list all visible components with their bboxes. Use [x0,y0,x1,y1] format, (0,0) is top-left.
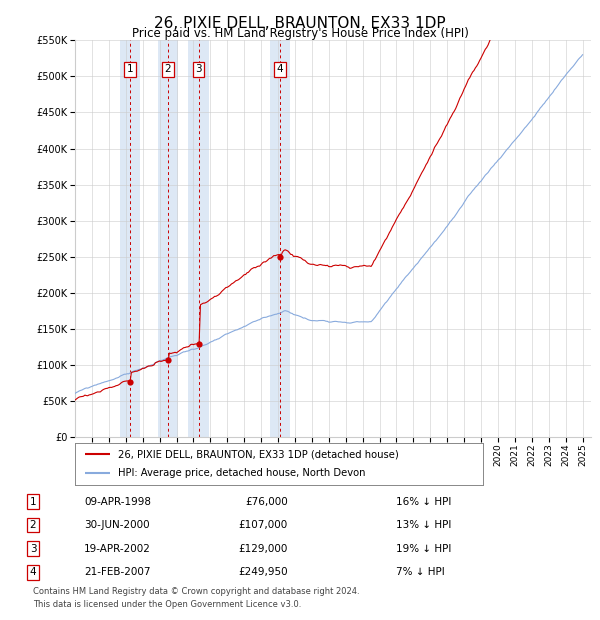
Text: 26, PIXIE DELL, BRAUNTON, EX33 1DP (detached house): 26, PIXIE DELL, BRAUNTON, EX33 1DP (deta… [118,449,398,459]
Text: 1: 1 [127,64,134,74]
Text: 7% ↓ HPI: 7% ↓ HPI [396,567,445,577]
Text: 2: 2 [29,520,37,530]
Text: 16% ↓ HPI: 16% ↓ HPI [396,497,451,507]
Text: 19% ↓ HPI: 19% ↓ HPI [396,544,451,554]
Text: 4: 4 [29,567,37,577]
Text: 13% ↓ HPI: 13% ↓ HPI [396,520,451,530]
Text: HPI: Average price, detached house, North Devon: HPI: Average price, detached house, Nort… [118,469,365,479]
Text: 21-FEB-2007: 21-FEB-2007 [84,567,151,577]
Text: 2: 2 [165,64,172,74]
Text: 09-APR-1998: 09-APR-1998 [84,497,151,507]
Text: 3: 3 [195,64,202,74]
Text: This data is licensed under the Open Government Licence v3.0.: This data is licensed under the Open Gov… [33,600,301,609]
Text: 3: 3 [29,544,37,554]
Text: £129,000: £129,000 [239,544,288,554]
Bar [270,40,290,437]
Bar [120,40,140,437]
Text: 1: 1 [29,497,37,507]
Text: £249,950: £249,950 [238,567,288,577]
Bar [158,40,178,437]
Text: Contains HM Land Registry data © Crown copyright and database right 2024.: Contains HM Land Registry data © Crown c… [33,587,359,596]
Text: 26, PIXIE DELL, BRAUNTON, EX33 1DP: 26, PIXIE DELL, BRAUNTON, EX33 1DP [154,16,446,30]
Text: 30-JUN-2000: 30-JUN-2000 [84,520,149,530]
Text: 19-APR-2002: 19-APR-2002 [84,544,151,554]
Text: £107,000: £107,000 [239,520,288,530]
Bar [188,40,209,437]
Text: 4: 4 [277,64,284,74]
Text: £76,000: £76,000 [245,497,288,507]
Text: Price paid vs. HM Land Registry's House Price Index (HPI): Price paid vs. HM Land Registry's House … [131,27,469,40]
